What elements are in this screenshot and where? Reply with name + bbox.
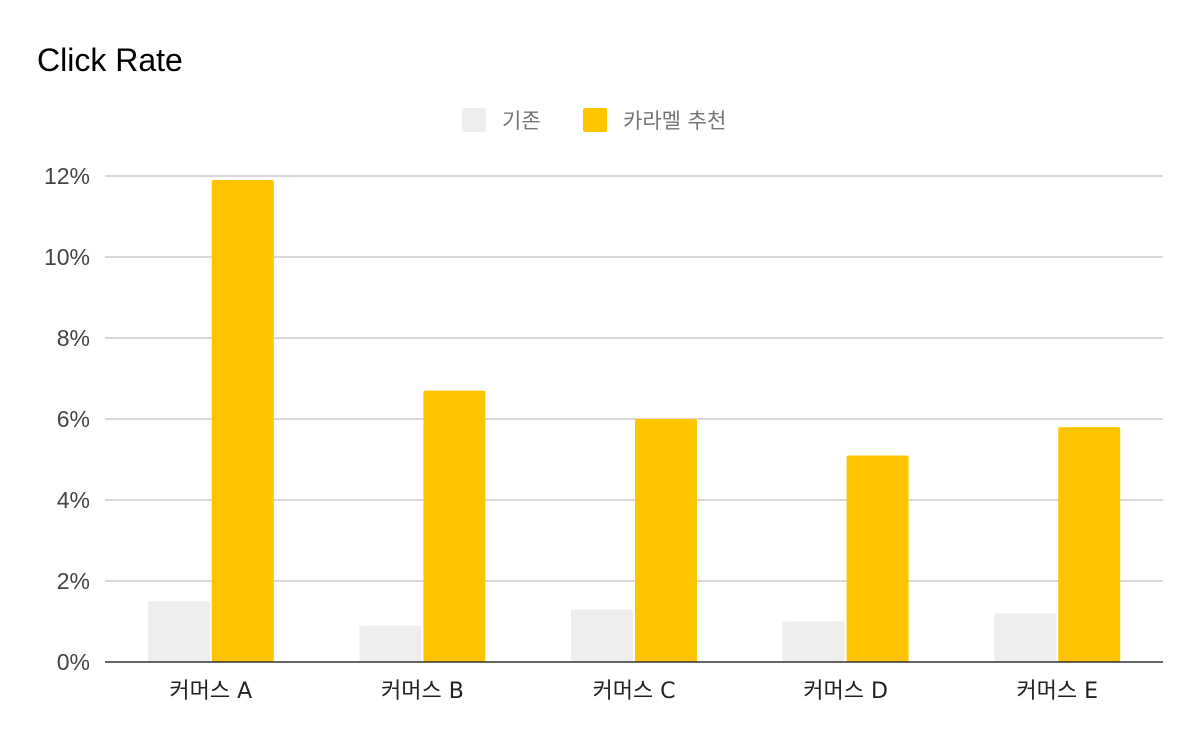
y-tick-label: 0%: [57, 649, 90, 675]
y-tick-label: 10%: [44, 244, 90, 270]
legend-label-existing: 기존: [502, 109, 541, 133]
legend-label-caramel-recommendation: 카라멜 추천: [623, 109, 726, 133]
y-tick-label: 6%: [57, 406, 90, 432]
bar-caramel-recommendation: [423, 390, 486, 662]
gridlines: [105, 175, 1163, 582]
bar-existing: [359, 625, 422, 662]
chart-title: Click Rate: [37, 42, 183, 78]
y-tick-label: 8%: [57, 325, 90, 351]
bar-caramel-recommendation: [635, 419, 697, 662]
bar-existing: [147, 601, 210, 662]
legend-swatch-existing: [462, 108, 486, 132]
bar-existing: [994, 613, 1057, 662]
x-tick-label: 커머스 E: [1016, 679, 1098, 704]
y-tick-label: 12%: [44, 163, 90, 189]
legend-swatch-caramel-recommendation: [583, 108, 607, 132]
y-axis-ticks: 0% 2% 4% 6% 8% 10% 12%: [44, 163, 90, 675]
bar-existing: [571, 609, 633, 662]
bar-existing: [782, 621, 845, 662]
bar-caramel-recommendation: [211, 180, 274, 663]
legend: 기존 카라멜 추천: [462, 108, 726, 133]
bar-caramel-recommendation: [846, 455, 909, 662]
x-tick-label: 커머스 A: [169, 679, 252, 704]
y-tick-label: 4%: [57, 487, 90, 513]
bar-caramel-recommendation: [1058, 427, 1121, 662]
y-tick-label: 2%: [57, 568, 90, 594]
x-tick-label: 커머스 D: [803, 679, 888, 704]
x-axis-ticks: 커머스 A 커머스 B 커머스 C 커머스 D 커머스 E: [169, 679, 1098, 704]
x-tick-label: 커머스 C: [592, 679, 675, 704]
x-tick-label: 커머스 B: [381, 679, 464, 704]
bars: [147, 180, 1121, 663]
